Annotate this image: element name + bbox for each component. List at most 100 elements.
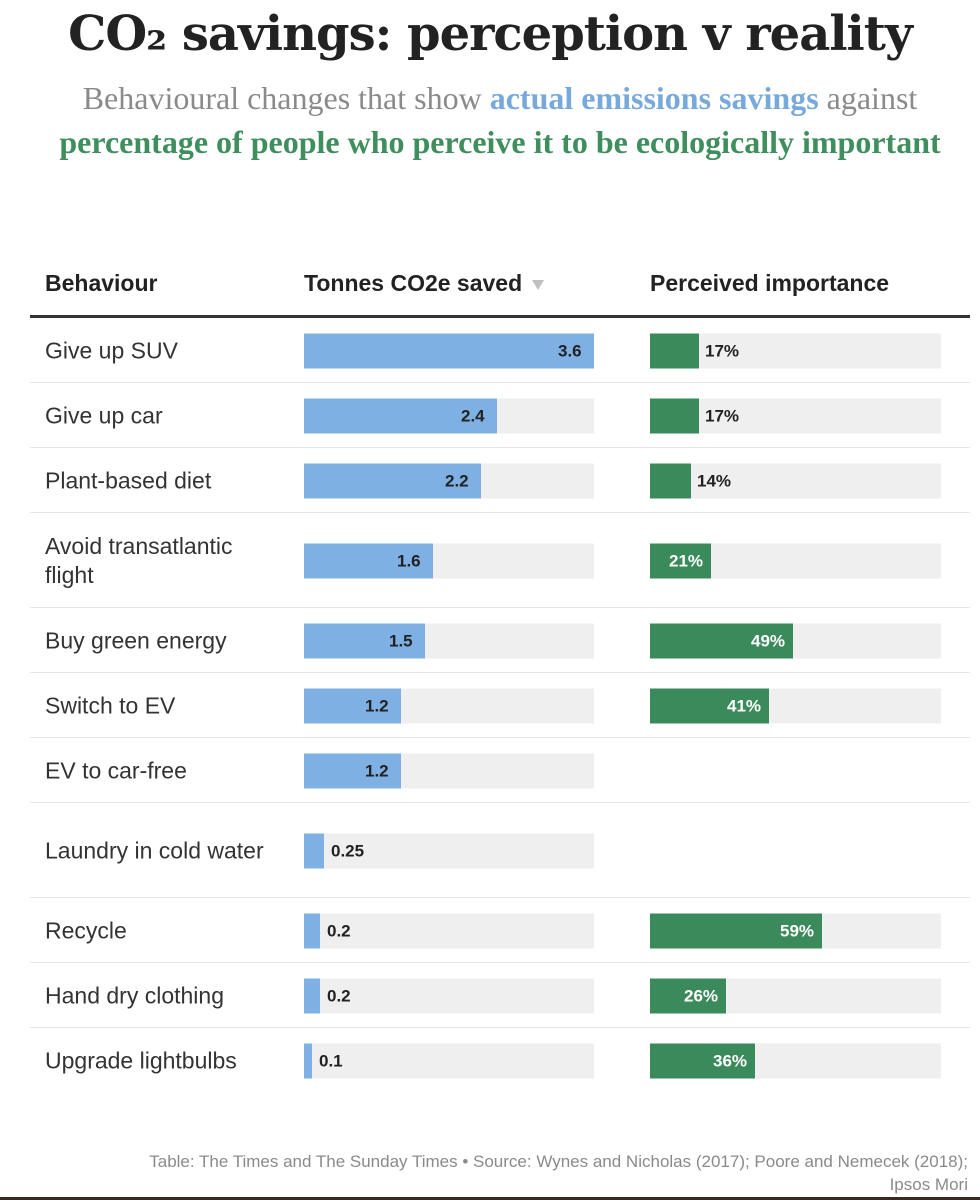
behaviour-label: Give up SUV <box>45 337 178 363</box>
co2-bar <box>304 398 497 433</box>
co2-bar <box>304 753 401 788</box>
importance-bar-track: 21% <box>650 543 941 578</box>
importance-value-label: 14% <box>697 471 732 490</box>
importance-bar <box>650 398 699 433</box>
importance-value-label: 36% <box>713 1051 748 1070</box>
table-row: Give up car 2.4 17% <box>30 383 970 448</box>
co2-value-label: 2.4 <box>461 406 485 425</box>
behaviour-label: EV to car-free <box>45 757 187 783</box>
row-divider <box>30 607 970 608</box>
table-row: Give up SUV 3.6 17% <box>30 318 970 383</box>
co2-value-label: 0.25 <box>331 841 365 860</box>
table-row: Laundry in cold water 0.25 <box>30 803 970 898</box>
importance-bar <box>650 463 691 498</box>
chart-subtitle: Behavioural changes that show actual emi… <box>40 76 960 164</box>
row-divider <box>30 672 970 673</box>
table-row: Upgrade lightbulbs 0.1 36% <box>30 1028 970 1093</box>
co2-value-label: 2.2 <box>445 471 469 490</box>
column-header-behaviour[interactable]: Behaviour <box>45 270 158 296</box>
importance-bar <box>650 333 699 368</box>
row-divider <box>30 512 970 513</box>
co2-value-label: 0.2 <box>327 986 351 1005</box>
co2-value-label: 1.2 <box>365 761 389 780</box>
importance-value-label: 21% <box>669 551 704 570</box>
co2-value-label: 3.6 <box>558 341 582 360</box>
co2-bar <box>304 623 425 658</box>
importance-value-label: 17% <box>705 406 740 425</box>
behaviour-label: Upgrade lightbulbs <box>45 1047 237 1073</box>
importance-bar <box>650 1043 755 1078</box>
behaviour-label: Hand dry clothing <box>45 982 224 1008</box>
table-row: Recycle 0.2 59% <box>30 898 970 963</box>
co2-value-label: 1.2 <box>365 696 389 715</box>
co2-bar <box>304 1043 312 1078</box>
co2-bar-track: 1.2 <box>304 688 594 723</box>
co2-bar-track: 2.2 <box>304 463 594 498</box>
importance-value-label: 17% <box>705 341 740 360</box>
behaviour-label: Laundry in cold water <box>45 837 264 863</box>
table-row: EV to car-free 1.2 <box>30 738 970 803</box>
subtitle-text-2: against <box>826 80 918 116</box>
co2-value-label: 1.5 <box>389 631 413 650</box>
importance-bar-track: 17% <box>650 398 941 433</box>
importance-bar <box>650 913 822 948</box>
table-row: Plant-based diet 2.2 14% <box>30 448 970 513</box>
importance-value-label: 41% <box>727 696 762 715</box>
subtitle-text-1: Behavioural changes that show <box>82 80 482 116</box>
co2-value-label: 0.2 <box>327 921 351 940</box>
importance-value-label: 26% <box>684 986 719 1005</box>
behaviour-label: Plant-based diet <box>45 467 212 493</box>
importance-bar <box>650 978 726 1013</box>
bottom-border <box>0 1197 980 1200</box>
co2-bar-track: 1.5 <box>304 623 594 658</box>
co2-bar <box>304 333 594 368</box>
co2-bar-track: 0.25 <box>304 833 594 868</box>
chart-title: CO₂ savings: perception v reality <box>68 6 913 62</box>
subtitle-highlight-co2: actual emissions savings <box>489 80 819 116</box>
table-row: Hand dry clothing 0.2 26% <box>30 963 970 1028</box>
table-row: Buy green energy 1.5 49% <box>30 608 970 673</box>
column-header-co2-label: Tonnes CO2e saved <box>304 270 523 296</box>
importance-bar <box>650 543 711 578</box>
importance-bar <box>650 688 769 723</box>
importance-bar-track: 49% <box>650 623 941 658</box>
co2-value-label: 1.6 <box>397 551 421 570</box>
behaviour-label: Avoid transatlantic flight <box>45 532 233 588</box>
importance-bar-track: 17% <box>650 333 941 368</box>
column-header-importance[interactable]: Perceived importance <box>650 270 890 296</box>
importance-bar-track: 26% <box>650 978 941 1013</box>
co2-bar-track: 0.2 <box>304 913 594 948</box>
column-header-co2[interactable]: Tonnes CO2e saved <box>304 270 545 297</box>
behaviour-label: Buy green energy <box>45 627 227 653</box>
co2-bar-track: 1.6 <box>304 543 594 578</box>
importance-value-label: 49% <box>751 631 786 650</box>
table-row: Switch to EV 1.2 41% <box>30 673 970 738</box>
co2-bar <box>304 833 324 868</box>
importance-bar <box>650 623 793 658</box>
row-divider <box>30 447 970 448</box>
importance-bar-track: 14% <box>650 463 941 498</box>
co2-bar <box>304 463 481 498</box>
behaviour-label: Give up car <box>45 402 163 428</box>
co2-bar <box>304 688 401 723</box>
importance-bar-track: 36% <box>650 1043 941 1078</box>
row-divider <box>30 382 970 383</box>
co2-bar <box>304 978 320 1013</box>
co2-bar-track: 1.2 <box>304 753 594 788</box>
co2-value-label: 0.1 <box>319 1051 343 1070</box>
importance-bar-track: 59% <box>650 913 941 948</box>
co2-bar-track: 0.1 <box>304 1043 594 1078</box>
row-divider <box>30 802 970 803</box>
co2-bar-track: 3.6 <box>304 333 594 368</box>
behaviour-label: Recycle <box>45 917 127 943</box>
row-divider <box>30 897 970 898</box>
behaviour-label: Switch to EV <box>45 692 176 718</box>
row-divider <box>30 737 970 738</box>
table-row: Avoid transatlantic flight 1.6 21% <box>30 513 970 608</box>
co2-bar <box>304 543 433 578</box>
co2-bar-track: 0.2 <box>304 978 594 1013</box>
row-divider <box>30 1027 970 1028</box>
header-divider <box>30 315 970 318</box>
sort-descending-icon[interactable] <box>532 279 545 290</box>
row-divider <box>30 962 970 963</box>
